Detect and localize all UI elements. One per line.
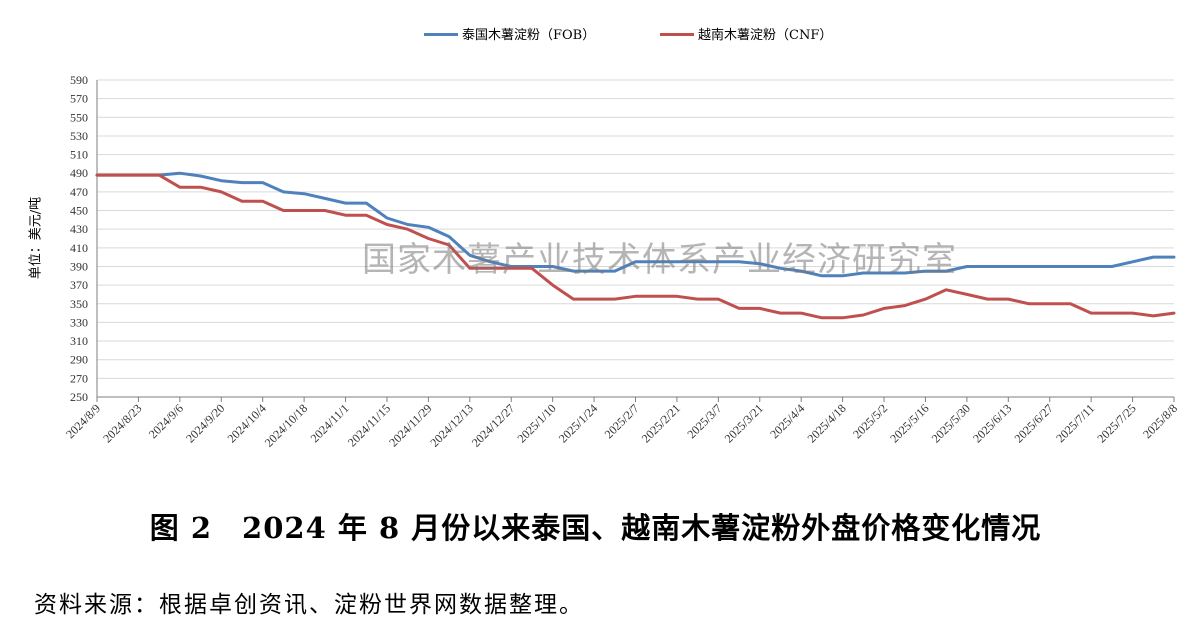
- grid-lines: [96, 79, 1174, 398]
- chart-legend: 泰国木薯淀粉（FOB） 越南木薯淀粉（CNF）: [0, 26, 1191, 46]
- x-tick-label: 2025/1/24: [556, 401, 600, 445]
- legend-label-vietnam: 越南木薯淀粉（CNF）: [698, 28, 833, 43]
- x-tick-label: 2025/2/7: [602, 401, 642, 441]
- x-tick-label: 2025/6/27: [1012, 401, 1056, 445]
- legend-item-thai: 泰国木薯淀粉（FOB）: [424, 26, 595, 46]
- y-tick-label: 590: [70, 73, 88, 87]
- y-tick-label: 570: [70, 92, 88, 106]
- line-chart: 250 270 290 310 330 350 370 390 410 430 450 470 490 5…: [63, 73, 1180, 450]
- x-tick-label: 2025/6/13: [970, 401, 1014, 445]
- x-tick-label: 2024/9/20: [183, 401, 227, 445]
- y-tick-label: 470: [70, 185, 88, 199]
- x-tick-label: 2025/3/21: [722, 401, 766, 445]
- y-tick-label: 530: [70, 129, 88, 143]
- legend-swatch-thai: [424, 33, 458, 36]
- watermark: 国家木薯产业技术体系产业经济研究室: [362, 240, 957, 280]
- y-tick-label: 310: [70, 334, 88, 348]
- y-tick-label: 390: [70, 259, 88, 273]
- y-tick-label: 370: [70, 278, 88, 292]
- x-tick-label: 2025/5/30: [929, 401, 973, 445]
- series-lines: [95, 171, 1176, 320]
- figure-caption: 图 2 2024 年 8 月份以来泰国、越南木薯淀粉外盘价格变化情况: [149, 511, 1042, 545]
- x-tick-label: 2025/7/25: [1094, 401, 1138, 445]
- legend-swatch-vietnam: [660, 33, 694, 36]
- x-tick-label: 2025/7/11: [1053, 401, 1097, 445]
- y-tick-label: 430: [70, 222, 88, 236]
- x-tick-label: 2025/5/2: [850, 401, 890, 441]
- y-tick-label: 270: [70, 371, 88, 385]
- x-tick-label: 2024/11/15: [345, 401, 393, 449]
- x-tick-label: 2025/4/18: [804, 401, 848, 445]
- x-tick-label: 2024/8/9: [63, 401, 103, 441]
- x-tick-label: 2024/10/18: [262, 401, 311, 450]
- legend-label-thai: 泰国木薯淀粉（FOB）: [462, 28, 596, 43]
- x-tick-label: 2024/8/23: [100, 401, 144, 445]
- y-tick-label: 490: [70, 166, 88, 180]
- y-tick-label: 550: [70, 110, 88, 124]
- y-tick-label: 250: [70, 390, 88, 404]
- x-tick-label: 2025/8/8: [1140, 401, 1180, 441]
- y-tick-label: 350: [70, 297, 88, 311]
- y-tick-label: 510: [70, 148, 88, 162]
- x-tick-label: 2024/12/27: [469, 401, 518, 450]
- x-tick-label: 2025/2/21: [639, 401, 683, 445]
- source-note: 资料来源：根据卓创资讯、淀粉世界网数据整理。: [34, 592, 584, 618]
- x-tick-label: 2024/9/6: [146, 401, 186, 441]
- y-tick-label: 450: [70, 204, 88, 218]
- x-tick-label: 2025/1/10: [514, 401, 558, 445]
- x-tick-label: 2025/5/16: [887, 401, 931, 445]
- legend-item-vietnam: 越南木薯淀粉（CNF）: [660, 26, 832, 46]
- y-tick-label: 330: [70, 315, 88, 329]
- x-tick-label: 2025/4/4: [767, 401, 807, 441]
- series-line-vietnam-cnf: [95, 173, 1176, 320]
- x-tick-label: 2024/11/29: [386, 401, 434, 449]
- y-tick-label: 290: [70, 353, 88, 367]
- series-line-thai-fob: [95, 171, 1176, 278]
- x-tick-label: 2025/3/7: [684, 401, 724, 441]
- y-tick-label: 410: [70, 241, 88, 255]
- x-tick-label: 2024/12/13: [427, 401, 476, 450]
- y-tick-labels: 250 270 290 310 330 350 370 390 410 430 450 470 490 5…: [70, 73, 88, 404]
